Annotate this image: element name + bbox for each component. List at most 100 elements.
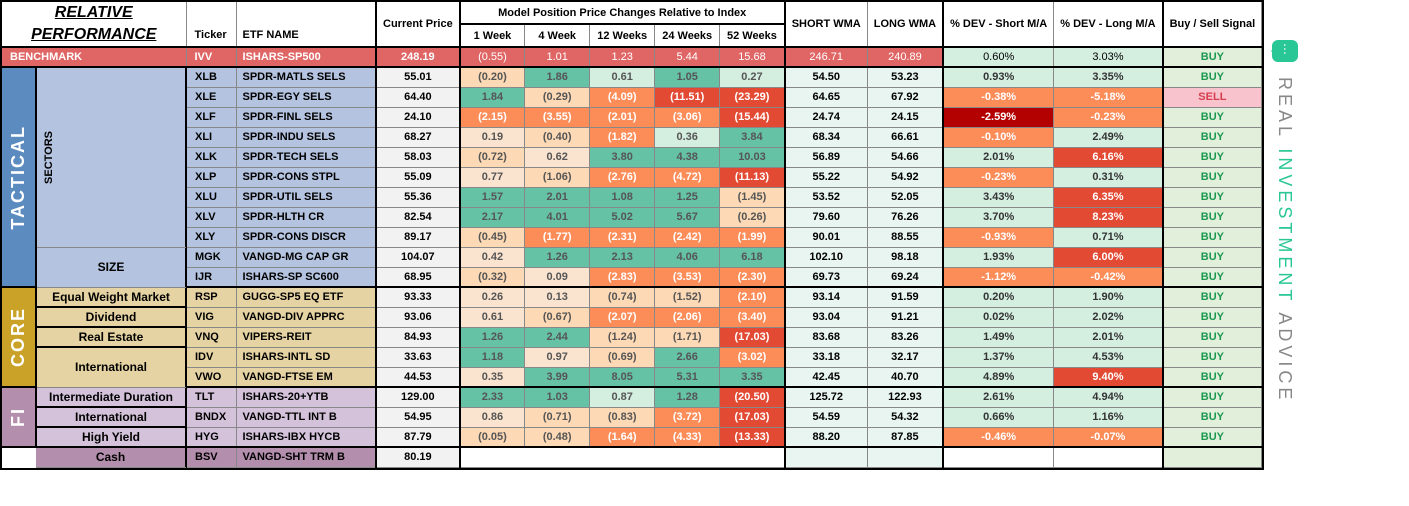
w0-HYG: (0.05) [460,427,525,447]
sig-BNDX: BUY [1163,407,1262,427]
name-XLV: SPDR-HLTH CR [236,207,376,227]
devs-XLI: -0.10% [943,127,1054,147]
brand-text-1: REAL [1275,77,1295,148]
w2-TLT: 0.87 [590,387,655,407]
hdr-w1: 1 Week [460,24,525,47]
hdr-devs: % DEV - Short M/A [943,2,1054,47]
relative-performance-table: RELATIVECurrent PriceModel Position Pric… [0,0,1264,470]
cash-ticker: BSV [186,447,236,467]
sig-IJR: BUY [1163,267,1262,287]
w0-RSP: 0.26 [460,287,525,307]
swma-BNDX: 54.59 [785,407,868,427]
w1-XLK: 0.62 [525,147,590,167]
w4-VIG: (3.40) [720,307,785,327]
section-tactical: TACTICAL [2,67,36,287]
bench-lwma: 240.89 [867,47,943,67]
lwma-XLE: 67.92 [867,87,943,107]
devs-IJR: -1.12% [943,267,1054,287]
ticker-RSP: RSP [186,287,236,307]
hdr-w52: 52 Weeks [720,24,785,47]
devl-RSP: 1.90% [1054,287,1163,307]
devs-XLB: 0.93% [943,67,1054,87]
lwma-XLF: 24.15 [867,107,943,127]
lwma-XLV: 76.26 [867,207,943,227]
swma-XLV: 79.60 [785,207,868,227]
swma-XLF: 24.74 [785,107,868,127]
brand-text-2: INVESTMENT [1275,148,1295,304]
w0-XLF: (2.15) [460,107,525,127]
lwma-BNDX: 54.32 [867,407,943,427]
price-IJR: 68.95 [376,267,460,287]
w3-BNDX: (3.72) [655,407,720,427]
devs-VWO: 4.89% [943,367,1054,387]
group-International: International [36,347,186,387]
sig-VWO: BUY [1163,367,1262,387]
devl-XLE: -5.18% [1054,87,1163,107]
price-BNDX: 54.95 [376,407,460,427]
w1-XLF: (3.55) [525,107,590,127]
w3-XLE: (11.51) [655,87,720,107]
name-VNQ: VIPERS-REIT [236,327,376,347]
ticker-XLV: XLV [186,207,236,227]
price-XLF: 24.10 [376,107,460,127]
w3-MGK: 4.06 [655,247,720,267]
name-IJR: ISHARS-SP SC600 [236,267,376,287]
sig-XLV: BUY [1163,207,1262,227]
bench-w3: 5.44 [655,47,720,67]
devl-XLF: -0.23% [1054,107,1163,127]
bench-ticker: IVV [186,47,236,67]
group-Intermediate Duration: Intermediate Duration [36,387,186,407]
w1-IJR: 0.09 [525,267,590,287]
sig-XLP: BUY [1163,167,1262,187]
sig-XLK: BUY [1163,147,1262,167]
swma-VWO: 42.45 [785,367,868,387]
devs-XLK: 2.01% [943,147,1054,167]
sig-VIG: BUY [1163,307,1262,327]
benchmark-label: BENCHMARK [2,47,186,67]
name-VIG: VANGD-DIV APPRC [236,307,376,327]
devs-XLY: -0.93% [943,227,1054,247]
w1-XLV: 4.01 [525,207,590,227]
bench-price: 248.19 [376,47,460,67]
swma-XLI: 68.34 [785,127,868,147]
sig-MGK: BUY [1163,247,1262,267]
bench-sig: BUY [1163,47,1262,67]
w2-XLU: 1.08 [590,187,655,207]
lwma-IJR: 69.24 [867,267,943,287]
swma-XLB: 54.50 [785,67,868,87]
w3-VIG: (2.06) [655,307,720,327]
swma-XLY: 90.01 [785,227,868,247]
devs-TLT: 2.61% [943,387,1054,407]
w4-XLU: (1.45) [720,187,785,207]
w2-IJR: (2.83) [590,267,655,287]
group-SIZE: SIZE [36,247,186,287]
price-XLI: 68.27 [376,127,460,147]
cash-label: Cash [36,447,186,467]
ticker-VIG: VIG [186,307,236,327]
devs-BNDX: 0.66% [943,407,1054,427]
devl-VWO: 9.40% [1054,367,1163,387]
w3-VWO: 5.31 [655,367,720,387]
ticker-VWO: VWO [186,367,236,387]
devl-XLU: 6.35% [1054,187,1163,207]
ticker-VNQ: VNQ [186,327,236,347]
ticker-XLY: XLY [186,227,236,247]
name-XLE: SPDR-EGY SELS [236,87,376,107]
swma-XLU: 53.52 [785,187,868,207]
w1-XLY: (1.77) [525,227,590,247]
w2-XLB: 0.61 [590,67,655,87]
hdr-w4: 4 Week [525,24,590,47]
name-RSP: GUGG-SP5 EQ ETF [236,287,376,307]
w3-RSP: (1.52) [655,287,720,307]
w0-XLY: (0.45) [460,227,525,247]
w1-XLI: (0.40) [525,127,590,147]
w0-XLU: 1.57 [460,187,525,207]
ticker-IJR: IJR [186,267,236,287]
devs-XLU: 3.43% [943,187,1054,207]
w4-HYG: (13.33) [720,427,785,447]
w4-XLE: (23.29) [720,87,785,107]
section-core: CORE [2,287,36,387]
w0-TLT: 2.33 [460,387,525,407]
w4-VWO: 3.35 [720,367,785,387]
sig-RSP: BUY [1163,287,1262,307]
